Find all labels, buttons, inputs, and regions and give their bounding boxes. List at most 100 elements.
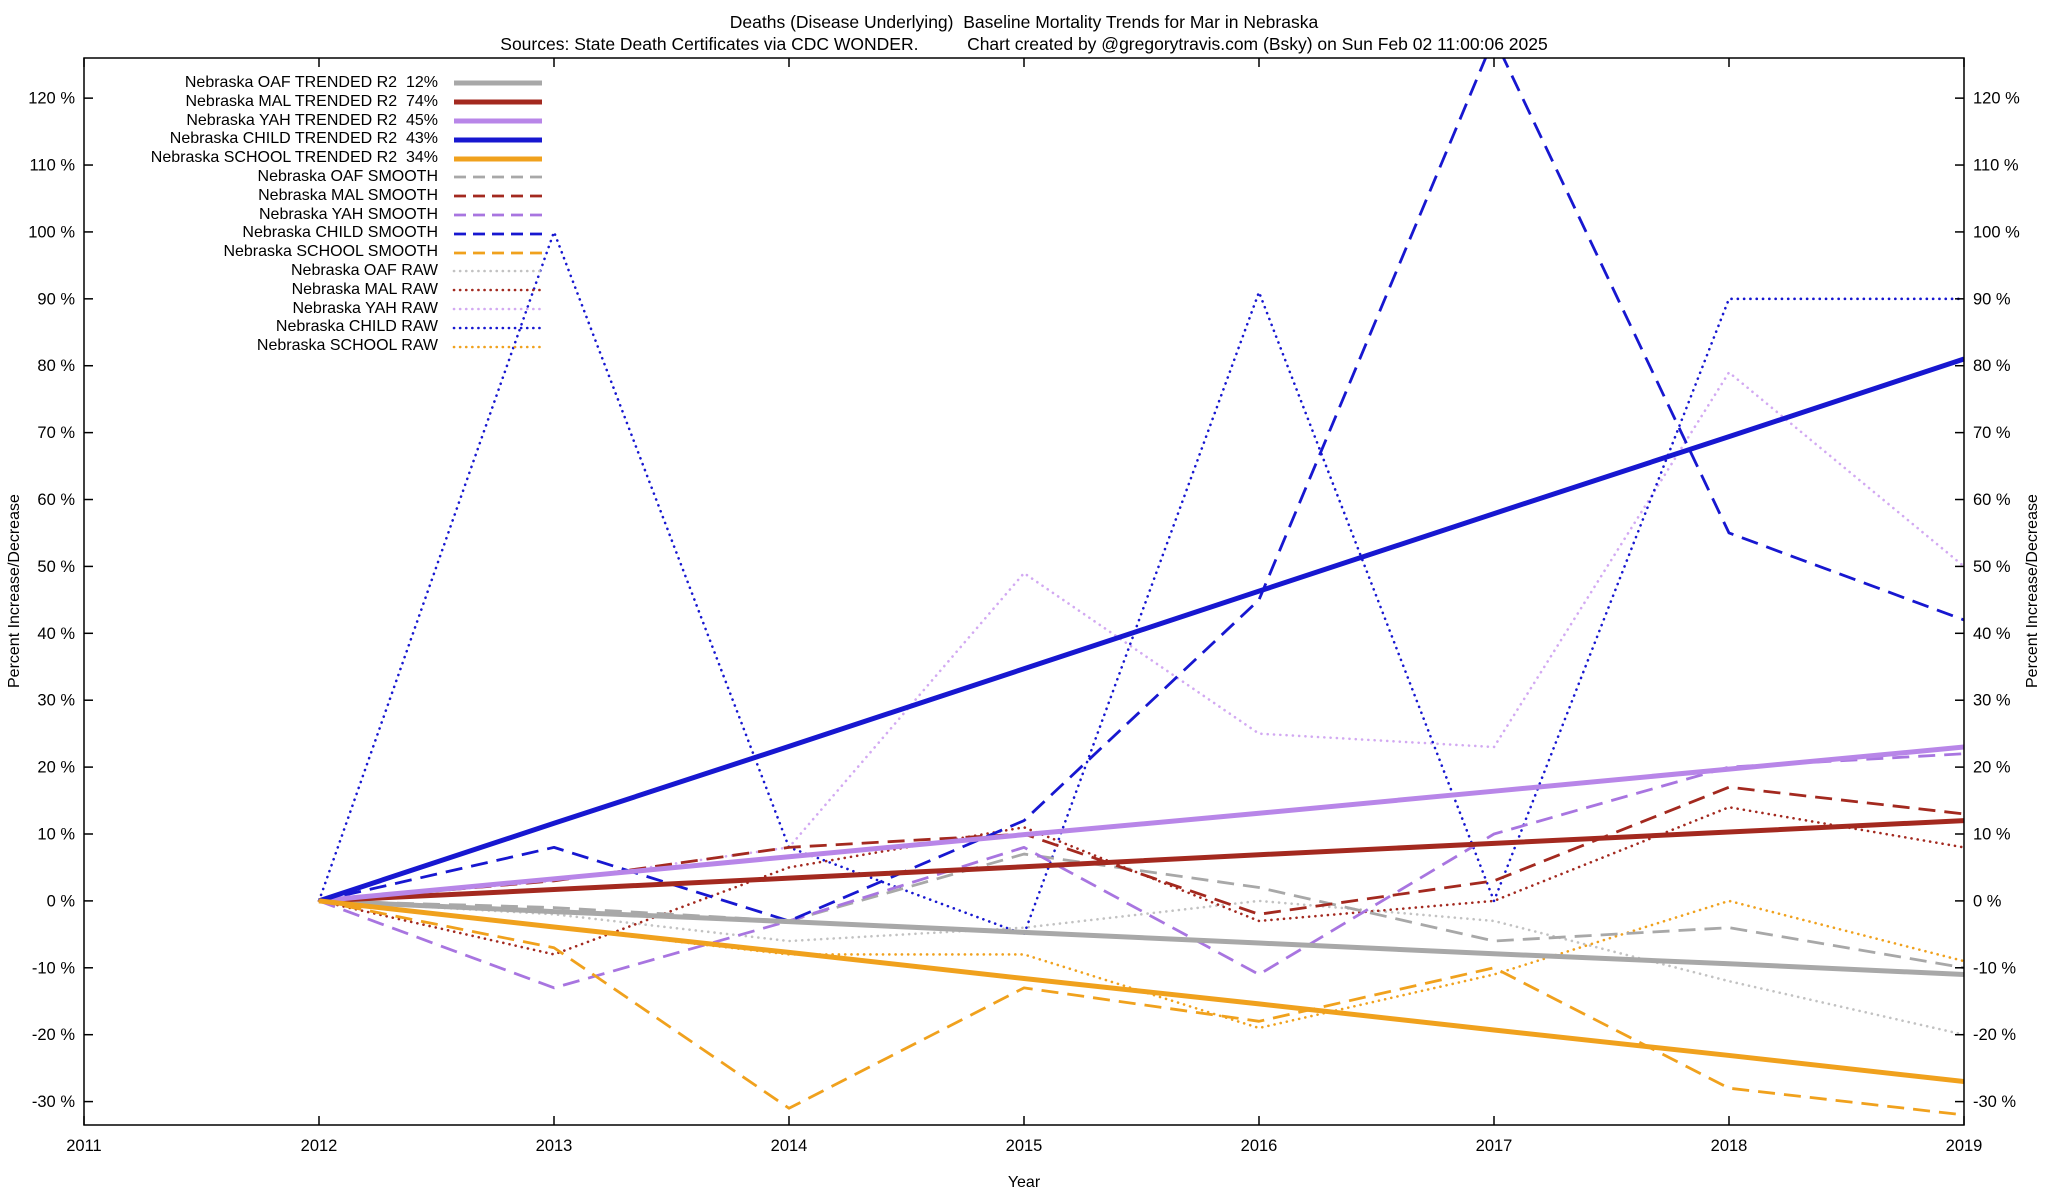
- y-tick-label-right: 110 %: [1973, 157, 2019, 175]
- legend-label: Nebraska YAH RAW: [292, 299, 438, 317]
- y-tick-label: 50 %: [37, 558, 75, 576]
- y-tick-label: 110 %: [29, 157, 75, 175]
- y-tick-label-right: 60 %: [1973, 491, 2011, 509]
- legend-item: Nebraska YAH TRENDED R2 45%: [56, 112, 548, 131]
- series-line: [317, 899, 1964, 1036]
- series-line: [318, 785, 1964, 916]
- y-tick-label-right: -20 %: [1973, 1026, 2016, 1044]
- x-tick-label: 2011: [66, 1137, 101, 1155]
- legend-label: Nebraska SCHOOL TRENDED R2 34%: [150, 149, 438, 167]
- legend-label: Nebraska SCHOOL RAW: [256, 337, 438, 355]
- tick-marks: [83, 58, 1965, 1125]
- legend-label: Nebraska OAF SMOOTH: [257, 167, 438, 185]
- legend-line-sample: [454, 232, 542, 236]
- legend-line-sample: [454, 175, 542, 179]
- legend-item: Nebraska MAL RAW: [56, 281, 548, 300]
- y-tick-label: -10 %: [32, 959, 75, 977]
- series-group: [317, 58, 1964, 1117]
- y-axis-label-left: Percent Increase/Decrease: [6, 494, 23, 689]
- y-tick-label: 120 %: [28, 90, 75, 108]
- x-tick-label: 2014: [771, 1137, 808, 1155]
- legend-item: Nebraska SCHOOL SMOOTH: [56, 243, 548, 262]
- series-line: [318, 898, 1964, 1085]
- series-line: [317, 805, 1964, 956]
- legend-label: Nebraska OAF TRENDED R2 12%: [184, 74, 438, 91]
- legend-line-sample: [454, 137, 542, 143]
- y-tick-label: 10 %: [37, 826, 75, 844]
- y-tick-label: 80 %: [37, 357, 75, 375]
- legend-label: Nebraska SCHOOL SMOOTH: [223, 243, 438, 261]
- x-tick-label: 2013: [536, 1137, 573, 1155]
- legend-label: Nebraska OAF RAW: [291, 261, 438, 279]
- y-tick-label-right: 20 %: [1973, 759, 2011, 777]
- series-line: [317, 371, 1964, 903]
- legend-line-sample: [452, 270, 544, 273]
- y-tick-label: 0 %: [47, 892, 76, 910]
- legend-label: Nebraska MAL TRENDED R2 74%: [185, 92, 438, 110]
- legend-line-sample: [454, 156, 542, 162]
- series-line: [318, 744, 1964, 904]
- legend-line-sample: [454, 194, 542, 198]
- legend: Nebraska OAF TRENDED R2 12% Nebraska MAL …: [56, 74, 548, 356]
- y-tick-label: 70 %: [37, 424, 75, 442]
- y-tick-label-right: 50 %: [1973, 558, 2011, 576]
- y-tick-label-right: -30 %: [1973, 1093, 2016, 1111]
- legend-item: Nebraska OAF RAW: [56, 262, 548, 281]
- legend-item: Nebraska CHILD TRENDED R2 43%: [56, 130, 548, 149]
- y-tick-label-right: 0 %: [1973, 892, 2002, 910]
- legend-item: Nebraska YAH SMOOTH: [56, 206, 548, 225]
- legend-label: Nebraska YAH TRENDED R2 45%: [186, 111, 438, 129]
- y-tick-label-right: -10 %: [1973, 959, 2016, 977]
- y-tick-label-right: 30 %: [1973, 692, 2011, 710]
- series-line: [318, 356, 1964, 904]
- legend-label: Nebraska MAL SMOOTH: [258, 186, 438, 204]
- legend-label: Nebraska MAL RAW: [291, 280, 438, 298]
- legend-label: Nebraska YAH SMOOTH: [258, 205, 438, 223]
- legend-item: Nebraska SCHOOL TRENDED R2 34%: [56, 149, 548, 168]
- series-line: [318, 852, 1964, 970]
- legend-label: Nebraska CHILD SMOOTH: [242, 224, 438, 242]
- y-tick-label-right: 80 %: [1973, 357, 2011, 375]
- legend-line-sample: [452, 307, 544, 311]
- legend-item: Nebraska MAL TRENDED R2 74%: [56, 93, 548, 112]
- x-tick-label: 2012: [301, 1137, 338, 1155]
- y-tick-label-right: 10 %: [1973, 826, 2011, 844]
- y-tick-label-right: 120 %: [1973, 90, 2020, 108]
- legend-line-sample: [454, 99, 542, 105]
- x-tick-label: 2017: [1476, 1137, 1513, 1155]
- x-tick-label: 2016: [1241, 1137, 1278, 1155]
- y-tick-label-right: 40 %: [1973, 625, 2011, 643]
- legend-line-sample: [452, 345, 544, 348]
- legend-label: Nebraska CHILD RAW: [275, 318, 438, 336]
- x-tick-label: 2018: [1711, 1137, 1748, 1155]
- legend-item: Nebraska OAF SMOOTH: [56, 168, 548, 187]
- x-tick-label: 2019: [1946, 1137, 1983, 1155]
- y-tick-label: 40 %: [37, 625, 75, 643]
- y-tick-label-right: 100 %: [1973, 223, 2020, 241]
- y-tick-label: -30 %: [32, 1093, 75, 1111]
- y-tick-label: 100 %: [28, 223, 75, 241]
- legend-label: Nebraska CHILD TRENDED R2 43%: [169, 130, 438, 148]
- x-axis-label: Year: [1007, 1174, 1041, 1191]
- legend-line-sample: [454, 118, 542, 124]
- tick-labels: -30 % -30 % -20 % -20 % -10 % -10 % 0 % 0 % 10 %…: [28, 90, 2020, 1155]
- series-line: [318, 899, 1964, 1117]
- y-tick-label-right: 90 %: [1973, 290, 2011, 308]
- y-tick-label: 30 %: [37, 692, 75, 710]
- series-line: [318, 58, 1964, 923]
- series-line: [317, 230, 1964, 936]
- legend-line-sample: [454, 251, 542, 254]
- legend-item: Nebraska MAL SMOOTH: [56, 187, 548, 206]
- x-tick-label: 2015: [1006, 1137, 1043, 1155]
- legend-item: Nebraska CHILD RAW: [56, 318, 548, 337]
- legend-item: Nebraska CHILD SMOOTH: [56, 224, 548, 243]
- y-tick-label-right: 70 %: [1973, 424, 2011, 442]
- legend-line-sample: [452, 288, 544, 292]
- y-axis-label-right: Percent Increase/Decrease: [2024, 494, 2041, 689]
- series-line: [318, 818, 1964, 904]
- y-tick-label: 20 %: [37, 759, 75, 777]
- legend-line-sample: [454, 80, 542, 86]
- y-tick-label: 90 %: [37, 290, 75, 308]
